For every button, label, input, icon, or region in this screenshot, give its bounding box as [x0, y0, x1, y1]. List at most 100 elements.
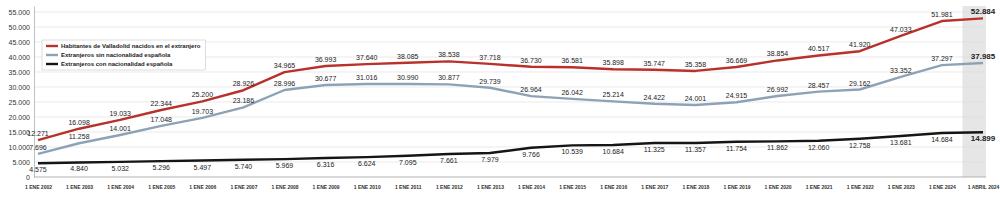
data-label: 22.344 — [151, 100, 173, 107]
data-label: 52.884 — [971, 7, 996, 16]
legend-item: Extranjeros sin nacionalidad española — [46, 52, 171, 58]
grid-line — [34, 102, 986, 103]
x-tick: 1 ENE 2005 — [148, 177, 175, 190]
y-tick: 0 — [26, 174, 34, 181]
x-tick: 1 ENE 2019 — [723, 177, 750, 190]
data-label: 29.162 — [849, 80, 871, 87]
x-tick-label: 1 ENE 2024 — [929, 184, 956, 190]
data-label: 4.840 — [70, 165, 88, 172]
y-tick: 50.000 — [9, 24, 34, 31]
data-label: 19.033 — [109, 110, 131, 117]
x-tick-label: 1 ENE 2004 — [107, 184, 134, 190]
data-label: 35.898 — [603, 59, 625, 66]
y-tick-label: 35.000 — [9, 69, 31, 76]
y-tick-label: 40.000 — [9, 54, 31, 61]
data-label: 6.316 — [317, 161, 335, 168]
y-tick-label: 5.000 — [12, 159, 30, 166]
y-tick: 5.000 — [12, 159, 34, 166]
data-label: 33.352 — [890, 67, 912, 74]
x-tick: 1 ENE 2020 — [765, 177, 792, 190]
x-tick-label: 1 ENE 2012 — [436, 184, 463, 190]
legend-swatch — [46, 54, 58, 56]
y-tick-label: 10.000 — [9, 144, 31, 151]
lines — [38, 18, 983, 163]
x-tick-label: 1 ENE 2018 — [682, 184, 709, 190]
data-label: 11.325 — [644, 146, 665, 153]
grid-line — [34, 12, 986, 13]
data-label: 14.684 — [931, 136, 953, 143]
data-label: 38.854 — [767, 50, 789, 57]
y-tick: 45.000 — [9, 39, 34, 46]
y-tick-label: 20.000 — [9, 114, 31, 121]
data-label: 28.457 — [808, 82, 830, 89]
data-label: 28.926 — [233, 80, 255, 87]
data-label: 19.703 — [192, 108, 214, 115]
y-tick: 30.000 — [9, 84, 34, 91]
data-label: 29.739 — [479, 78, 501, 85]
data-label: 14.001 — [109, 125, 131, 132]
data-label: 7.696 — [29, 144, 47, 151]
grid — [34, 12, 986, 177]
data-label: 40.517 — [808, 45, 830, 52]
data-label: 25.200 — [192, 91, 214, 98]
x-tick-label: 1 ENE 2015 — [559, 184, 586, 190]
y-tick: 35.000 — [9, 69, 34, 76]
data-label: 51.981 — [931, 11, 953, 18]
data-label: 24.422 — [644, 94, 666, 101]
x-tick-label: 1 ENE 2003 — [66, 184, 93, 190]
data-label: 26.964 — [520, 86, 542, 93]
x-tick-label: 1 ENE 2023 — [888, 184, 915, 190]
data-label: 11.357 — [685, 146, 706, 153]
data-label: 38.085 — [397, 53, 419, 60]
y-tick: 40.000 — [9, 54, 34, 61]
x-tick: 1 ENE 2014 — [518, 177, 545, 190]
x-tick-label: 1 ENE 2007 — [230, 184, 257, 190]
x-tick: 1 ENE 2013 — [477, 177, 504, 190]
x-tick-label: 1 ENE 2020 — [765, 184, 792, 190]
data-label: 5.969 — [276, 162, 294, 169]
x-tick: 1 ENE 2008 — [272, 177, 299, 190]
data-label: 7.979 — [481, 156, 499, 163]
x-tick-label: 1 ENE 2006 — [189, 184, 216, 190]
data-label: 47.033 — [890, 26, 912, 33]
x-tick-label: 1 ENE 2017 — [641, 184, 668, 190]
x-tick-label: 1 ENE 2022 — [847, 184, 874, 190]
y-tick-label: 30.000 — [9, 84, 31, 91]
legend-swatch — [46, 63, 58, 65]
x-axis: 1 ENE 2002 1 ENE 2003 1 ENE 2004 1 ENE 2005… — [25, 177, 1000, 190]
data-label: 5.497 — [194, 164, 212, 171]
y-tick: 55.000 — [9, 9, 34, 16]
data-label: 24.915 — [726, 92, 748, 99]
data-label: 37.297 — [931, 55, 953, 62]
y-axis: 05.00010.00015.00020.00025.00030.00035.0… — [9, 7, 35, 181]
data-label: 11.754 — [726, 145, 747, 152]
x-tick: 1 ENE 2009 — [313, 177, 340, 190]
x-tick: 1 ENE 2016 — [600, 177, 627, 190]
legend-item: Extranjeros con nacionalidad española — [46, 61, 173, 67]
grid-line — [34, 72, 986, 73]
highlight-band — [962, 6, 986, 177]
x-tick: 1 ENE 2006 — [189, 177, 216, 190]
x-tick: 1 ENE 2002 — [25, 177, 52, 190]
y-tick-label: 45.000 — [9, 39, 31, 46]
x-tick-label: 1 ENE 2009 — [313, 184, 340, 190]
data-label: 30.677 — [315, 75, 337, 82]
data-label: 5.740 — [235, 163, 253, 170]
legend: Habitantes de Valladolid nacidos en el e… — [42, 40, 205, 70]
legend-swatch — [46, 45, 58, 47]
data-label: 35.358 — [685, 61, 707, 68]
x-tick: 1 ENE 2015 — [559, 177, 586, 190]
data-label: 16.098 — [68, 119, 90, 126]
x-tick-label: 1 ENE 2014 — [518, 184, 545, 190]
data-label: 26.042 — [561, 89, 583, 96]
grid-line — [34, 87, 986, 88]
data-label: 9.766 — [522, 151, 540, 158]
data-label: 17.048 — [151, 116, 173, 123]
data-label: 30.990 — [397, 74, 419, 81]
x-tick-label: 1 ENE 2010 — [354, 184, 381, 190]
x-tick: 1 ENE 2017 — [641, 177, 668, 190]
y-tick-label: 25.000 — [9, 99, 31, 106]
grid-line — [34, 177, 986, 178]
data-label: 34.965 — [274, 62, 296, 69]
data-label: 41.920 — [849, 41, 871, 48]
